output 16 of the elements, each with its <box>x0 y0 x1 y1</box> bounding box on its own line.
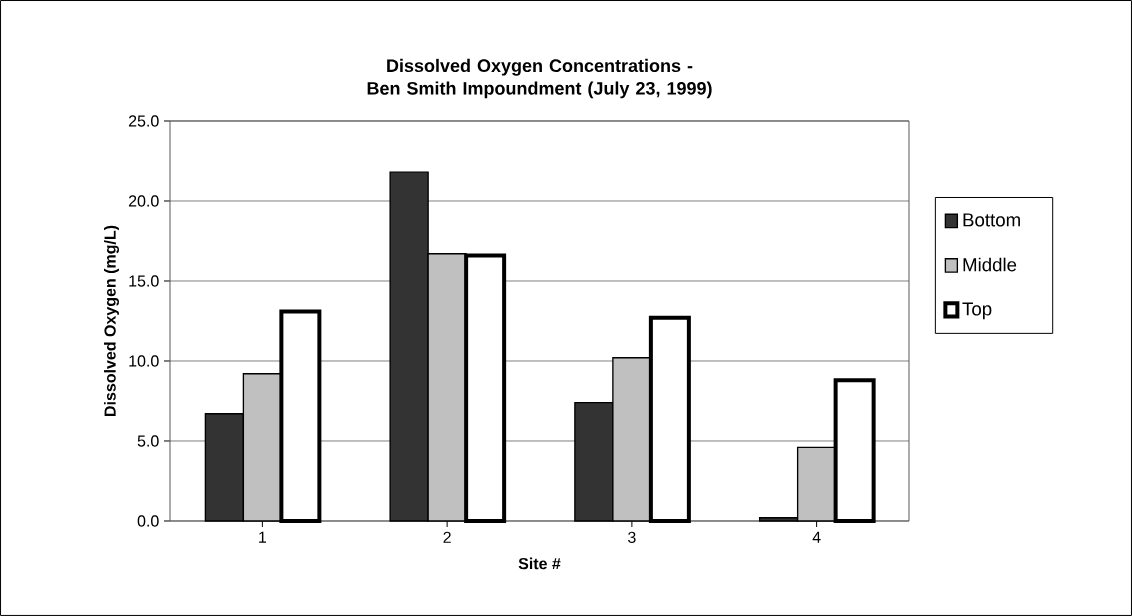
y-tick-label: 0.0 <box>137 515 159 527</box>
y-tick-label: 5.0 <box>137 435 159 447</box>
x-tick-label: 3 <box>628 531 636 544</box>
legend-label: Top <box>962 302 992 320</box>
x-axis-title: Site # <box>518 557 561 570</box>
y-axis-title: Dissolved Oxygen (mg/L) <box>104 225 119 416</box>
x-tick-label: 4 <box>812 531 821 543</box>
legend-label: Middle <box>963 257 1017 272</box>
y-tick-label: 20.0 <box>128 195 159 207</box>
y-tick-label: 25.0 <box>128 115 159 127</box>
legend-label: Bottom <box>963 213 1020 227</box>
y-tick-label: 10.0 <box>129 355 159 367</box>
chart-title: Dissolved Oxygen Concentrations - Ben Smith Impoundment (July 23, 1999) <box>367 58 712 99</box>
x-tick-label: 1 <box>259 531 267 543</box>
y-tick-label: 15.0 <box>129 275 159 287</box>
x-tick-label: 2 <box>443 531 451 543</box>
